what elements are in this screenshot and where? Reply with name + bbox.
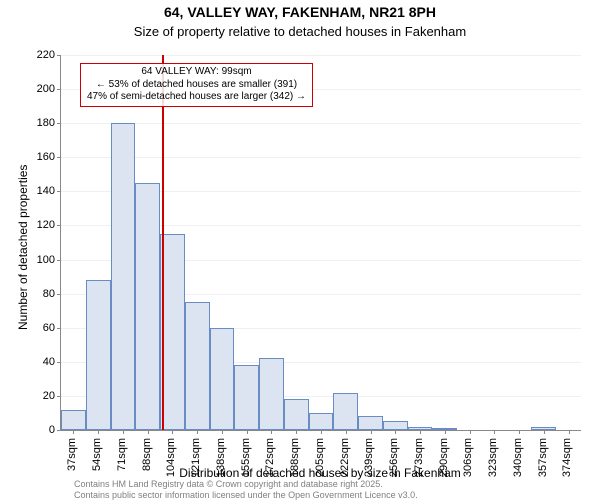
histogram-bar xyxy=(61,410,86,430)
gridline xyxy=(61,123,581,124)
xtick-mark xyxy=(296,430,297,434)
ytick-mark xyxy=(57,123,61,124)
xtick-mark xyxy=(346,430,347,434)
ytick-label: 120 xyxy=(15,219,55,231)
annotation-line: ← 53% of detached houses are smaller (39… xyxy=(87,79,306,92)
annotation-box: 64 VALLEY WAY: 99sqm← 53% of detached ho… xyxy=(80,63,313,107)
xtick-mark xyxy=(73,430,74,434)
xtick-mark xyxy=(544,430,545,434)
ytick-mark xyxy=(57,89,61,90)
xtick-mark xyxy=(395,430,396,434)
xtick-mark xyxy=(445,430,446,434)
histogram-bar xyxy=(234,365,259,430)
xtick-mark xyxy=(494,430,495,434)
ytick-mark xyxy=(57,396,61,397)
ytick-label: 200 xyxy=(15,83,55,95)
ytick-label: 40 xyxy=(15,356,55,368)
xtick-mark xyxy=(222,430,223,434)
histogram-bar xyxy=(111,123,136,430)
xtick-mark xyxy=(172,430,173,434)
xtick-mark xyxy=(197,430,198,434)
xtick-mark xyxy=(148,430,149,434)
ytick-label: 20 xyxy=(15,390,55,402)
histogram-chart: 64, VALLEY WAY, FAKENHAM, NR21 8PH Size … xyxy=(0,0,600,500)
chart-subtitle: Size of property relative to detached ho… xyxy=(0,24,600,39)
ytick-label: 60 xyxy=(15,322,55,334)
gridline xyxy=(61,157,581,158)
histogram-bar xyxy=(309,413,334,430)
chart-title: 64, VALLEY WAY, FAKENHAM, NR21 8PH xyxy=(0,4,600,20)
ytick-label: 140 xyxy=(15,185,55,197)
histogram-bar xyxy=(86,280,111,430)
ytick-mark xyxy=(57,294,61,295)
gridline xyxy=(61,55,581,56)
xtick-mark xyxy=(519,430,520,434)
ytick-label: 80 xyxy=(15,288,55,300)
ytick-label: 220 xyxy=(15,49,55,61)
ytick-mark xyxy=(57,55,61,56)
xtick-mark xyxy=(321,430,322,434)
ytick-label: 160 xyxy=(15,151,55,163)
xtick-mark xyxy=(98,430,99,434)
xtick-mark xyxy=(271,430,272,434)
histogram-bar xyxy=(210,328,235,430)
histogram-bar xyxy=(284,399,309,430)
annotation-line: 47% of semi-detached houses are larger (… xyxy=(87,91,306,104)
histogram-bar xyxy=(259,358,284,430)
ytick-mark xyxy=(57,260,61,261)
xtick-mark xyxy=(569,430,570,434)
xtick-mark xyxy=(247,430,248,434)
ytick-mark xyxy=(57,157,61,158)
histogram-bar xyxy=(358,416,383,430)
plot-area xyxy=(60,55,581,431)
ytick-mark xyxy=(57,328,61,329)
xtick-mark xyxy=(470,430,471,434)
ytick-label: 100 xyxy=(15,254,55,266)
ytick-mark xyxy=(57,362,61,363)
annotation-line: 64 VALLEY WAY: 99sqm xyxy=(87,66,306,79)
xtick-mark xyxy=(123,430,124,434)
histogram-bar xyxy=(135,183,160,430)
histogram-bar xyxy=(185,302,210,430)
ytick-mark xyxy=(57,225,61,226)
ytick-mark xyxy=(57,191,61,192)
footer-attribution: Contains HM Land Registry data © Crown c… xyxy=(74,479,418,501)
histogram-bar xyxy=(383,421,408,430)
reference-line xyxy=(162,55,164,430)
ytick-label: 0 xyxy=(15,424,55,436)
xtick-mark xyxy=(371,430,372,434)
xtick-mark xyxy=(420,430,421,434)
ytick-label: 180 xyxy=(15,117,55,129)
ytick-mark xyxy=(57,430,61,431)
histogram-bar xyxy=(333,393,358,431)
